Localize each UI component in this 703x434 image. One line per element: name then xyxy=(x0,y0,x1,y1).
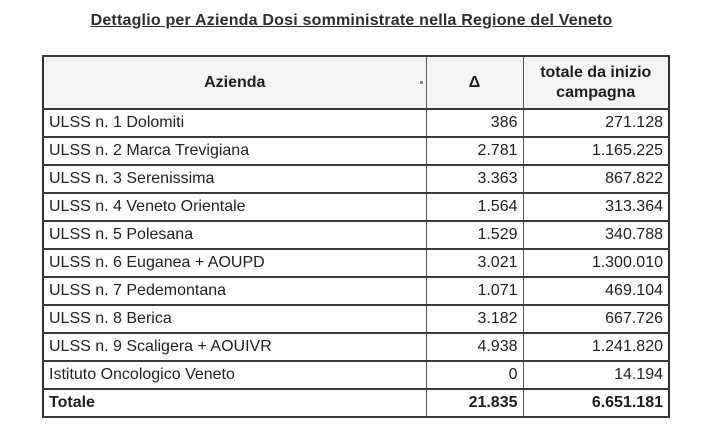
cell-totale: 667.726 xyxy=(522,304,670,334)
cell-azienda: ULSS n. 6 Euganea + AOUPD xyxy=(42,248,427,278)
cell-azienda: ULSS n. 8 Berica xyxy=(42,304,427,334)
table-row: ULSS n. 5 Polesana 1.529 340.788 xyxy=(42,220,670,250)
column-header-azienda: Azienda xyxy=(42,55,427,110)
cell-totale-delta: 21.835 xyxy=(425,388,524,418)
table-header: Azienda Δ totale da inizio campagna xyxy=(42,55,670,110)
cell-delta: 3.182 xyxy=(425,304,524,334)
cell-azienda: ULSS n. 2 Marca Trevigiana xyxy=(42,136,427,166)
cell-azienda: ULSS n. 4 Veneto Orientale xyxy=(42,192,427,222)
cell-totale: 469.104 xyxy=(522,276,670,306)
cell-delta: 4.938 xyxy=(425,332,524,362)
cell-delta: 1.564 xyxy=(425,192,524,222)
cell-azienda: ULSS n. 5 Polesana xyxy=(42,220,427,250)
cell-totale: 340.788 xyxy=(522,220,670,250)
cell-delta: 2.781 xyxy=(425,136,524,166)
table-total-row: Totale 21.835 6.651.181 xyxy=(42,388,670,418)
cell-totale-totale: 6.651.181 xyxy=(522,388,670,418)
column-header-delta: Δ xyxy=(425,55,524,110)
cell-delta: 0 xyxy=(425,360,524,390)
cell-totale: 867.822 xyxy=(522,164,670,194)
cell-azienda: ULSS n. 7 Pedemontana xyxy=(42,276,427,306)
table-row: ULSS n. 8 Berica 3.182 667.726 xyxy=(42,304,670,334)
table-row: ULSS n. 4 Veneto Orientale 1.564 313.364 xyxy=(42,192,670,222)
cell-totale: 313.364 xyxy=(522,192,670,222)
cell-delta: 3.363 xyxy=(425,164,524,194)
doses-table: Azienda Δ totale da inizio campagna ULSS… xyxy=(42,55,670,418)
cell-delta: 1.071 xyxy=(425,276,524,306)
cell-azienda: ULSS n. 1 Dolomiti xyxy=(42,108,427,138)
cell-delta: 386 xyxy=(425,108,524,138)
cell-azienda: ULSS n. 3 Serenissima xyxy=(42,164,427,194)
header-artifact-dot xyxy=(420,81,423,84)
cell-totale: 1.241.820 xyxy=(522,332,670,362)
table-row: ULSS n. 9 Scaligera + AOUIVR 4.938 1.241… xyxy=(42,332,670,362)
cell-delta: 3.021 xyxy=(425,248,524,278)
cell-delta: 1.529 xyxy=(425,220,524,250)
header-row: Azienda Δ totale da inizio campagna xyxy=(42,55,670,110)
table-row: Istituto Oncologico Veneto 0 14.194 xyxy=(42,360,670,390)
cell-totale: 1.165.225 xyxy=(522,136,670,166)
cell-totale-label: Totale xyxy=(42,388,427,418)
cell-azienda: Istituto Oncologico Veneto xyxy=(42,360,427,390)
column-header-totale-da-inizio-campagna: totale da inizio campagna xyxy=(522,55,670,110)
table-row: ULSS n. 2 Marca Trevigiana 2.781 1.165.2… xyxy=(42,136,670,166)
cell-totale: 1.300.010 xyxy=(522,248,670,278)
cell-totale: 271.128 xyxy=(522,108,670,138)
cell-azienda: ULSS n. 9 Scaligera + AOUIVR xyxy=(42,332,427,362)
cell-totale: 14.194 xyxy=(522,360,670,390)
table-row: ULSS n. 1 Dolomiti 386 271.128 xyxy=(42,108,670,138)
table-row: ULSS n. 7 Pedemontana 1.071 469.104 xyxy=(42,276,670,306)
table-row: ULSS n. 3 Serenissima 3.363 867.822 xyxy=(42,164,670,194)
page-title: Dettaglio per Azienda Dosi somministrate… xyxy=(90,12,613,29)
table-body: ULSS n. 1 Dolomiti 386 271.128 ULSS n. 2… xyxy=(42,108,670,418)
table-row: ULSS n. 6 Euganea + AOUPD 3.021 1.300.01… xyxy=(42,248,670,278)
